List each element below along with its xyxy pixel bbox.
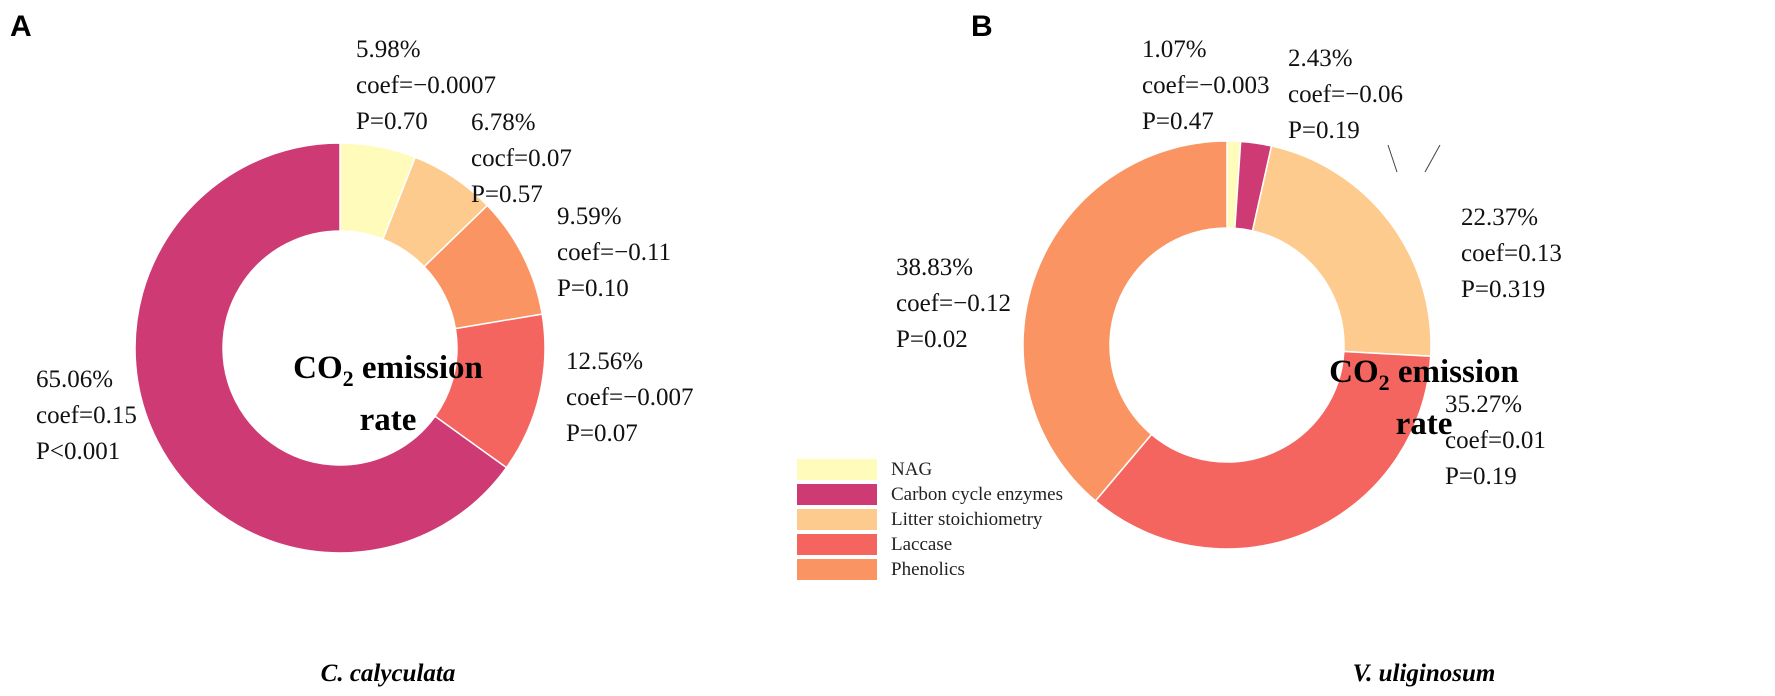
slice-label-percent-laccase-b: 35.27% [1445, 391, 1522, 418]
legend: NAG Carbon cycle enzymes Litter stoichiome… [797, 459, 1063, 580]
slice-label-coef-phenolics-a: coef=−0.11 [557, 239, 671, 266]
slice-label-coef-laccase-a: coef=−0.007 [566, 384, 693, 411]
slice-label-p-value-litter-stoichiometry-b: P=0.319 [1461, 276, 1545, 303]
slice-label-percent-litter-stoichiometry-b: 22.37% [1461, 204, 1538, 231]
species-label-a: C. calyculata [321, 660, 456, 687]
donut-slice-litter-stoichiometry-b [1251, 145, 1432, 358]
slice-label-p-value-phenolics-a: P=0.10 [557, 275, 629, 302]
donut-slices-a [134, 142, 546, 554]
center-label-a-line1: CO2 emission [293, 350, 483, 391]
legend-swatch-phenolics [797, 559, 877, 580]
legend-swatch-litter-stoichiometry [797, 509, 877, 530]
legend-swatch-carbon-cycle-enzymes [797, 484, 877, 505]
panel-letter-a: A [10, 10, 32, 43]
slice-label-percent-phenolics-a: 9.59% [557, 203, 622, 230]
slice-label-p-value-carbon-cycle-enzymes-a: P<0.001 [36, 438, 120, 465]
slice-label-p-value-nag-a: P=0.70 [356, 108, 428, 135]
leader-line-carbon-b [1424, 144, 1441, 173]
panel-letter-b: B [971, 10, 993, 43]
slice-label-p-value-laccase-a: P=0.07 [566, 420, 638, 447]
slice-label-p-value-laccase-b: P=0.19 [1445, 463, 1517, 490]
slice-label-coef-litter-stoichiometry-b: coef=0.13 [1461, 240, 1562, 267]
slice-label-coef-carbon-cycle-enzymes-b: coef=−0.06 [1288, 81, 1403, 108]
center-label-a-line2: rate [360, 402, 417, 438]
slice-label-percent-nag-b: 1.07% [1142, 36, 1207, 63]
slice-label-p-value-carbon-cycle-enzymes-b: P=0.19 [1288, 117, 1360, 144]
slice-label-percent-laccase-a: 12.56% [566, 348, 643, 375]
donut-slice-carbon-cycle-enzymes-a [134, 142, 508, 554]
panel-b-chart: B 1.07% coef=−0.003 P=0.47 2.43% coef=−0.06 P… [896, 10, 1562, 687]
slice-label-percent-litter-stoichiometry-a: 6.78% [471, 109, 536, 136]
slice-label-p-value-nag-b: P=0.47 [1142, 108, 1214, 135]
slice-label-p-value-phenolics-b: P=0.02 [896, 326, 968, 353]
leader-line-nag-b [1387, 144, 1398, 173]
slice-label-coef-laccase-b: coef=0.01 [1445, 427, 1546, 454]
slice-label-percent-carbon-cycle-enzymes-a: 65.06% [36, 366, 113, 393]
slice-label-percent-carbon-cycle-enzymes-b: 2.43% [1288, 45, 1353, 72]
legend-swatch-nag [797, 459, 877, 480]
legend-label-carbon-cycle-enzymes: Carbon cycle enzymes [891, 484, 1063, 505]
legend-swatch-laccase [797, 534, 877, 555]
slice-label-coef-nag-a: coef=−0.0007 [356, 72, 496, 99]
donut-slices-b [1022, 140, 1432, 550]
center-label-b-line2: rate [1396, 406, 1453, 442]
slice-labels-a: 5.98% coef=−0.0007 P=0.70 6.78% cocf=0.07 P=0… [36, 36, 693, 465]
legend-label-nag: NAG [891, 459, 932, 480]
legend-label-litter-stoichiometry: Litter stoichiometry [891, 509, 1043, 530]
legend-label-laccase: Laccase [891, 534, 952, 555]
donut-slice-phenolics-b [1022, 140, 1228, 502]
legend-label-phenolics: Phenolics [891, 559, 965, 580]
slice-label-p-value-litter-stoichiometry-a: P=0.57 [471, 181, 543, 208]
center-label-b-line1: CO2 emission [1329, 354, 1519, 395]
slice-label-coef-carbon-cycle-enzymes-a: coef=0.15 [36, 402, 137, 429]
species-label-b: V. uliginosum [1353, 660, 1496, 687]
slice-label-coef-litter-stoichiometry-a: cocf=0.07 [471, 145, 572, 172]
slice-label-percent-nag-a: 5.98% [356, 36, 421, 63]
panel-a-chart: A 5.98% coef=−0.0007 P=0.70 6.78% cocf=0.07 P… [10, 10, 693, 687]
donut-slice-laccase-b [1094, 350, 1432, 550]
slice-labels-b: 1.07% coef=−0.003 P=0.47 2.43% coef=−0.06 P=0… [896, 36, 1562, 490]
slice-label-percent-phenolics-b: 38.83% [896, 254, 973, 281]
slice-label-coef-nag-b: coef=−0.003 [1142, 72, 1269, 99]
slice-label-coef-phenolics-b: coef=−0.12 [896, 290, 1011, 317]
